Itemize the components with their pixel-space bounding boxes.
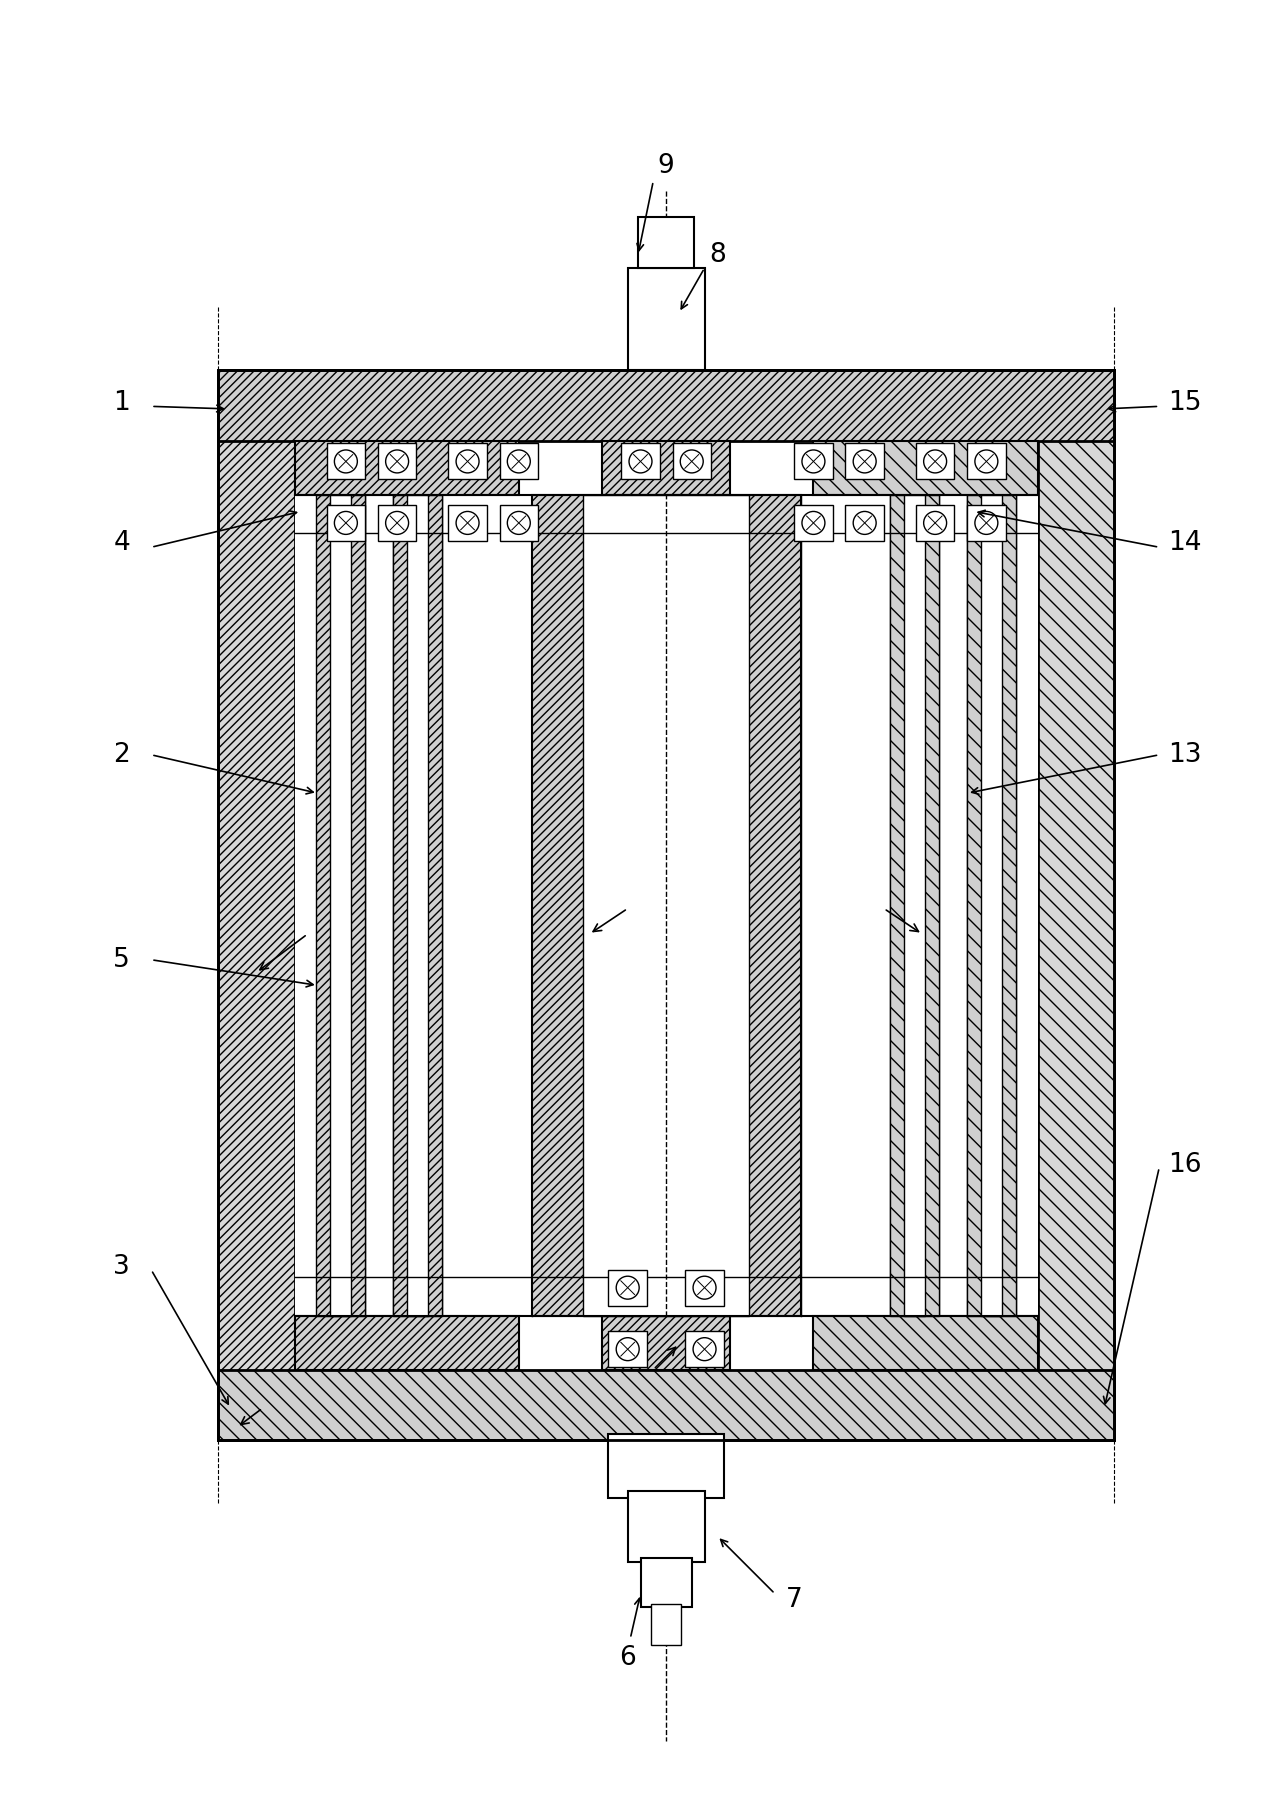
Bar xyxy=(845,505,884,541)
Bar xyxy=(602,1316,730,1370)
Bar xyxy=(685,1270,724,1306)
Bar xyxy=(916,505,954,541)
Bar xyxy=(407,494,428,1316)
Bar xyxy=(673,443,711,480)
Text: 14: 14 xyxy=(1168,531,1202,556)
Text: 5: 5 xyxy=(113,947,131,972)
Bar xyxy=(916,443,954,480)
Bar xyxy=(583,494,749,1316)
Bar xyxy=(813,1316,1038,1370)
Bar xyxy=(295,442,519,494)
Bar xyxy=(295,442,1038,1370)
Text: 9: 9 xyxy=(657,153,675,178)
Bar xyxy=(628,267,705,371)
Bar xyxy=(890,494,939,1316)
Bar xyxy=(378,443,416,480)
Bar xyxy=(981,494,1002,1316)
Bar xyxy=(218,1370,1114,1441)
Bar xyxy=(640,1557,692,1606)
Text: 13: 13 xyxy=(1168,741,1202,769)
Bar xyxy=(621,443,660,480)
Bar xyxy=(845,443,884,480)
Bar xyxy=(794,443,833,480)
Bar xyxy=(327,505,365,541)
Text: 4: 4 xyxy=(113,531,131,556)
Bar xyxy=(295,1316,519,1370)
Text: 1: 1 xyxy=(113,389,131,416)
Bar xyxy=(638,216,694,267)
Bar xyxy=(532,494,801,1316)
Bar xyxy=(448,505,487,541)
Text: 8: 8 xyxy=(708,242,726,269)
Text: 2: 2 xyxy=(113,741,131,769)
Bar xyxy=(500,443,538,480)
Bar xyxy=(685,1332,724,1366)
Bar xyxy=(218,371,1114,442)
Text: 7: 7 xyxy=(785,1588,803,1613)
Bar xyxy=(218,371,295,1441)
Bar xyxy=(316,494,365,1316)
Bar xyxy=(448,443,487,480)
Text: 6: 6 xyxy=(619,1644,637,1672)
Text: 3: 3 xyxy=(113,1254,131,1281)
Bar xyxy=(628,1492,705,1563)
Bar xyxy=(608,1332,647,1366)
Bar xyxy=(967,443,1006,480)
Bar xyxy=(608,1270,647,1306)
Bar xyxy=(794,505,833,541)
Bar xyxy=(967,494,1016,1316)
Bar xyxy=(967,505,1006,541)
Bar xyxy=(500,505,538,541)
Bar xyxy=(327,443,365,480)
Bar xyxy=(330,494,351,1316)
Bar xyxy=(378,505,416,541)
Bar xyxy=(1038,371,1114,1441)
Bar xyxy=(602,442,730,494)
Bar xyxy=(651,1604,681,1644)
Text: 16: 16 xyxy=(1168,1152,1202,1177)
Text: 15: 15 xyxy=(1168,389,1202,416)
Bar xyxy=(608,1434,724,1497)
Bar xyxy=(813,442,1038,494)
Bar xyxy=(393,494,442,1316)
Bar xyxy=(904,494,925,1316)
